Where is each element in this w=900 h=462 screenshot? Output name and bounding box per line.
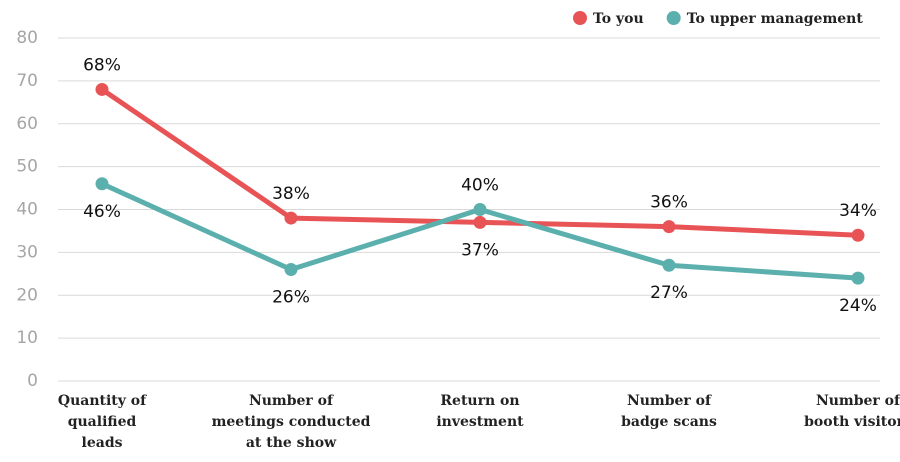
data-label: 68%	[83, 55, 121, 75]
data-point	[662, 220, 676, 234]
y-tick-label: 20	[16, 285, 38, 305]
x-tick-label: Return on investment	[436, 393, 524, 430]
data-point	[851, 228, 865, 242]
y-tick-label: 40	[16, 200, 38, 220]
data-label: 24%	[839, 296, 877, 316]
legend-marker	[666, 11, 681, 25]
data-point	[662, 258, 676, 272]
data-point	[473, 203, 487, 216]
data-label: 26%	[272, 288, 310, 308]
legend-label: To you	[593, 11, 644, 27]
y-tick-label: 60	[16, 114, 38, 134]
y-tick-label: 30	[16, 242, 38, 262]
x-tick-label: Number of meetings conducted at the show	[212, 393, 371, 451]
data-label: 36%	[650, 193, 688, 213]
data-label: 38%	[272, 184, 310, 204]
legend-label: To upper management	[687, 11, 864, 27]
data-label: 34%	[839, 201, 877, 221]
data-point	[95, 177, 109, 191]
y-tick-label: 10	[16, 328, 38, 348]
data-point	[284, 263, 298, 277]
data-label: 27%	[650, 283, 688, 303]
y-tick-label: 50	[16, 157, 38, 177]
data-point	[851, 271, 865, 285]
data-point	[95, 82, 109, 96]
legend-marker	[573, 11, 587, 25]
data-point	[284, 211, 298, 225]
y-tick-label: 0	[27, 371, 38, 391]
x-tick-label: Number of badge scans	[621, 393, 717, 430]
y-tick-label: 80	[16, 28, 38, 48]
y-tick-label: 70	[16, 71, 38, 91]
data-label: 46%	[83, 202, 121, 222]
data-point	[473, 215, 487, 229]
data-label: 37%	[461, 240, 499, 260]
data-label: 40%	[461, 176, 499, 196]
x-tick-label: Quantity of qualified leads	[58, 393, 147, 451]
